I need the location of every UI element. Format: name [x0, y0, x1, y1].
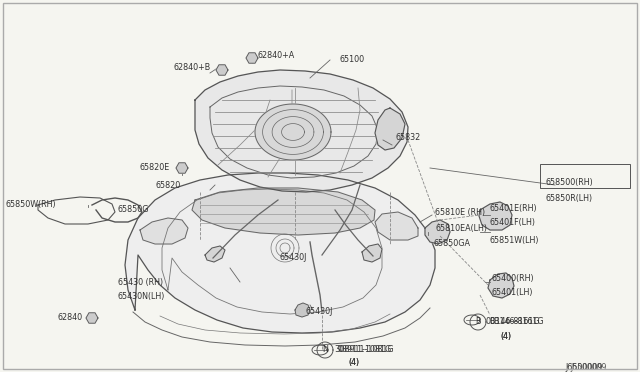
- Text: 65401F(LH): 65401F(LH): [490, 218, 536, 227]
- Polygon shape: [176, 163, 188, 173]
- Text: 65851W(LH): 65851W(LH): [490, 235, 540, 244]
- Text: 65850G: 65850G: [118, 205, 150, 215]
- Text: Ӡ08911-1081G: Ӡ08911-1081G: [334, 346, 394, 355]
- Text: (4): (4): [348, 359, 359, 368]
- Text: 62840+A: 62840+A: [258, 51, 295, 60]
- Text: 65820: 65820: [155, 180, 180, 189]
- Polygon shape: [140, 218, 188, 244]
- Text: (4): (4): [500, 331, 511, 340]
- Text: J6500009: J6500009: [565, 363, 602, 372]
- Text: 65430J: 65430J: [305, 308, 332, 317]
- Text: 65850R(LH): 65850R(LH): [545, 193, 592, 202]
- Polygon shape: [488, 273, 514, 298]
- Text: 65430J: 65430J: [280, 253, 307, 263]
- Polygon shape: [125, 173, 435, 333]
- Text: 65810EA(LH): 65810EA(LH): [435, 224, 487, 232]
- Text: 65850GA: 65850GA: [433, 240, 470, 248]
- Text: (4): (4): [500, 331, 511, 340]
- Text: 0B146-8161G: 0B146-8161G: [485, 317, 540, 327]
- Text: 0B146-8161G: 0B146-8161G: [490, 317, 545, 327]
- Text: 65820E: 65820E: [140, 164, 170, 173]
- Text: 658500(RH): 658500(RH): [545, 179, 593, 187]
- Text: 65810E (RH): 65810E (RH): [435, 208, 485, 218]
- Text: B: B: [476, 317, 481, 327]
- Text: 65100: 65100: [340, 55, 365, 64]
- Text: 65401E(RH): 65401E(RH): [490, 203, 538, 212]
- Polygon shape: [362, 244, 382, 262]
- Text: 08911-1081G: 08911-1081G: [337, 346, 391, 355]
- Polygon shape: [86, 313, 98, 323]
- Text: 65430 (RH): 65430 (RH): [118, 278, 163, 286]
- Text: 65400(RH): 65400(RH): [492, 273, 534, 282]
- Polygon shape: [216, 65, 228, 75]
- Polygon shape: [375, 108, 405, 150]
- Text: (4): (4): [348, 359, 359, 368]
- Polygon shape: [192, 188, 375, 235]
- Polygon shape: [255, 104, 331, 160]
- Polygon shape: [246, 53, 258, 63]
- Text: 62840+B: 62840+B: [173, 62, 211, 71]
- Polygon shape: [375, 212, 418, 240]
- Text: J6500009: J6500009: [570, 362, 606, 372]
- Text: 62840: 62840: [58, 314, 83, 323]
- Text: 65401(LH): 65401(LH): [492, 288, 534, 296]
- Text: 65832: 65832: [395, 134, 420, 142]
- Text: 65430N(LH): 65430N(LH): [118, 292, 165, 301]
- Text: N: N: [322, 346, 328, 355]
- Polygon shape: [425, 220, 450, 244]
- Polygon shape: [295, 303, 310, 317]
- Polygon shape: [205, 246, 225, 262]
- Polygon shape: [195, 70, 408, 192]
- Polygon shape: [479, 202, 512, 230]
- Text: 65850W(RH): 65850W(RH): [5, 201, 56, 209]
